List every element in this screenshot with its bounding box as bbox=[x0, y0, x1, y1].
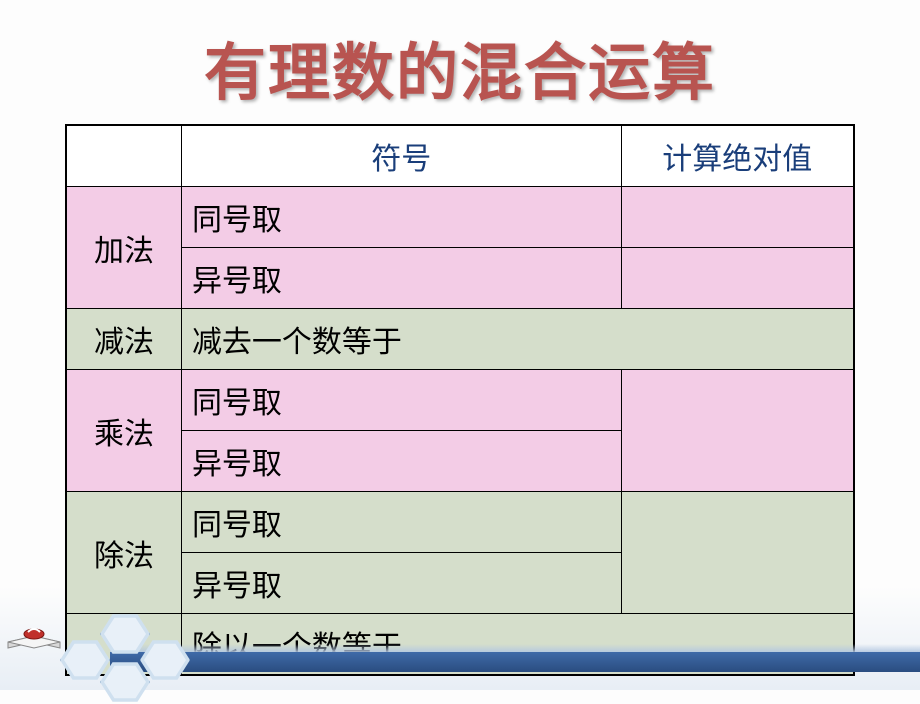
label-add: 加法 bbox=[66, 187, 181, 309]
label-sub: 减法 bbox=[66, 309, 181, 370]
row-mul-1: 乘法 同号取 bbox=[66, 370, 854, 431]
row-add-2: 异号取 bbox=[66, 248, 854, 309]
cell-mul-diff: 异号取 bbox=[181, 431, 621, 492]
cell-add-same: 同号取 bbox=[181, 187, 621, 248]
footer-bar bbox=[110, 652, 920, 672]
book-icon bbox=[4, 602, 66, 654]
label-mul: 乘法 bbox=[66, 370, 181, 492]
cell-add-diff: 异号取 bbox=[181, 248, 621, 309]
header-blank bbox=[66, 125, 181, 187]
label-div: 除法 bbox=[66, 492, 181, 614]
footer-decoration bbox=[0, 610, 920, 690]
row-div-1: 除法 同号取 bbox=[66, 492, 854, 553]
header-abs: 计算绝对值 bbox=[621, 125, 854, 187]
cell-sub: 减去一个数等于 bbox=[181, 309, 854, 370]
table-header-row: 符号 计算绝对值 bbox=[66, 125, 854, 187]
row-add-1: 加法 同号取 bbox=[66, 187, 854, 248]
cell-mul-abs bbox=[621, 370, 854, 492]
cell-add-abs-2 bbox=[621, 248, 854, 309]
row-sub: 减法 减去一个数等于 bbox=[66, 309, 854, 370]
footer-highlight bbox=[110, 644, 920, 652]
cell-div-diff: 异号取 bbox=[181, 553, 621, 614]
cell-add-abs-1 bbox=[621, 187, 854, 248]
hexagon-icon bbox=[60, 638, 110, 682]
cell-div-abs bbox=[621, 492, 854, 614]
operations-table: 符号 计算绝对值 加法 同号取 异号取 减法 减去一个数等于 乘法 同号取 异号… bbox=[65, 124, 855, 676]
header-symbol: 符号 bbox=[181, 125, 621, 187]
page-title: 有理数的混合运算 bbox=[0, 0, 920, 124]
cell-div-same: 同号取 bbox=[181, 492, 621, 553]
cell-mul-same: 同号取 bbox=[181, 370, 621, 431]
